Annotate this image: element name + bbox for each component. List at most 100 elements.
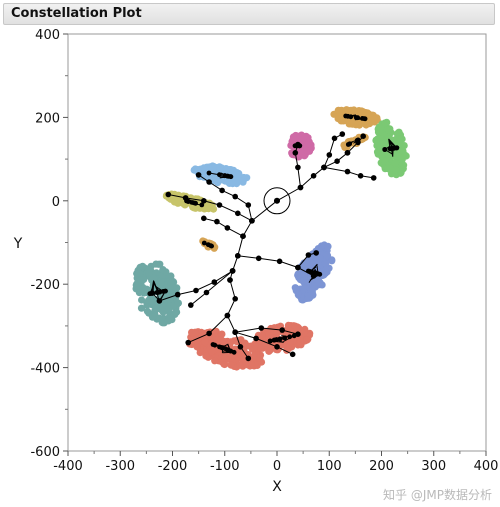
leaf-node bbox=[287, 334, 293, 340]
leaf-point bbox=[192, 337, 201, 345]
leaf-node bbox=[390, 146, 396, 151]
leaf-node bbox=[226, 347, 231, 353]
leaf-point bbox=[221, 354, 229, 362]
leaf-point bbox=[297, 147, 305, 156]
leaf-point bbox=[200, 329, 209, 337]
leaf-node bbox=[312, 270, 318, 276]
y-axis-title: Y bbox=[13, 236, 23, 252]
branch-node bbox=[255, 255, 262, 262]
leaf-point bbox=[305, 147, 314, 155]
leaf-point bbox=[208, 348, 216, 356]
branch-node bbox=[206, 330, 212, 337]
leaf-node bbox=[206, 170, 212, 176]
branch-node bbox=[193, 287, 199, 294]
leaf-point bbox=[400, 161, 408, 169]
branch-node bbox=[292, 150, 299, 156]
leaf-point bbox=[299, 277, 307, 285]
leaf-point bbox=[238, 177, 246, 185]
leaf-point bbox=[137, 276, 145, 284]
branch-node bbox=[274, 344, 280, 350]
branch-node bbox=[295, 264, 301, 271]
leaf-point bbox=[303, 336, 311, 344]
branch-node bbox=[224, 312, 231, 319]
x-tick-label: -200 bbox=[158, 459, 188, 474]
branch-node bbox=[237, 344, 244, 350]
branch-node bbox=[195, 172, 202, 178]
x-axis-title: X bbox=[272, 479, 282, 495]
leaf-point bbox=[300, 329, 308, 337]
branch-node bbox=[174, 291, 181, 298]
plot-frame bbox=[67, 33, 487, 452]
leaf-point bbox=[205, 165, 213, 173]
leaf-point bbox=[216, 163, 224, 171]
leaf-point bbox=[152, 260, 160, 268]
branch-node bbox=[334, 158, 340, 164]
leaf-node bbox=[360, 116, 365, 121]
branch-node bbox=[295, 164, 301, 171]
branch-node bbox=[360, 133, 367, 139]
leaf-point bbox=[159, 308, 167, 316]
leaf-node bbox=[355, 115, 361, 121]
x-tick-label: 300 bbox=[421, 459, 446, 474]
leaf-node bbox=[150, 290, 155, 296]
leaf-point bbox=[134, 286, 142, 294]
leaf-point bbox=[174, 299, 182, 307]
branch-node bbox=[211, 279, 218, 285]
watermark: 知乎 @JMP数据分析 bbox=[383, 488, 492, 502]
branch-node bbox=[276, 258, 283, 265]
leaf-point bbox=[396, 140, 404, 148]
leaf-point bbox=[203, 202, 211, 210]
x-tick-label: -400 bbox=[53, 459, 83, 474]
x-axis: -400 -300 -200 -100 0 100 200 300 400 bbox=[53, 451, 498, 474]
leaf-point bbox=[381, 119, 389, 127]
branch-node bbox=[219, 187, 225, 194]
leaf-point bbox=[302, 259, 310, 267]
leaf-point bbox=[391, 159, 399, 167]
leaf-point bbox=[392, 166, 400, 174]
root-node bbox=[274, 197, 280, 204]
x-tick-label: 0 bbox=[273, 459, 281, 474]
branch-node bbox=[240, 233, 246, 239]
leaf-point bbox=[211, 357, 219, 365]
leaf-point bbox=[248, 361, 256, 369]
y-tick-label: -600 bbox=[30, 445, 60, 460]
leaf-point bbox=[214, 179, 222, 187]
branch-node bbox=[227, 277, 233, 283]
leaf-point bbox=[377, 124, 385, 132]
leaf-node bbox=[209, 243, 215, 249]
leaf-node bbox=[217, 172, 222, 178]
leaf-point bbox=[356, 120, 364, 128]
branch-edge bbox=[235, 327, 299, 335]
y-tick-label: -200 bbox=[30, 278, 60, 293]
leaf-node bbox=[210, 342, 216, 347]
leaf-point bbox=[175, 199, 183, 207]
leaf-point bbox=[234, 171, 243, 179]
branch-node bbox=[232, 193, 238, 200]
panel-header[interactable]: Constellation Plot bbox=[3, 3, 495, 25]
branch-node bbox=[249, 218, 255, 224]
leaf-point bbox=[150, 275, 158, 283]
branch-edge bbox=[235, 331, 293, 355]
branch-node bbox=[279, 327, 286, 333]
branch-node bbox=[201, 198, 207, 204]
leaf-point bbox=[305, 138, 313, 146]
branch-node bbox=[188, 302, 194, 308]
leaf-point bbox=[193, 343, 201, 351]
leaf-point bbox=[296, 337, 305, 345]
leaf-point bbox=[342, 106, 351, 114]
leaf-node bbox=[345, 113, 351, 119]
leaf-point bbox=[164, 317, 172, 325]
leaf-node bbox=[347, 141, 353, 147]
leaf-node bbox=[267, 338, 273, 344]
branch-edge bbox=[323, 133, 343, 168]
branch-node bbox=[344, 150, 351, 156]
leaf-point bbox=[305, 292, 313, 300]
leaf-point bbox=[294, 291, 302, 299]
leaf-node bbox=[382, 147, 388, 152]
leaf-point bbox=[145, 269, 153, 277]
branch-node bbox=[313, 250, 320, 256]
leaf-point bbox=[336, 109, 344, 117]
leaf-node bbox=[160, 289, 166, 294]
leaf-point bbox=[173, 308, 181, 316]
leaf-point bbox=[225, 166, 233, 174]
